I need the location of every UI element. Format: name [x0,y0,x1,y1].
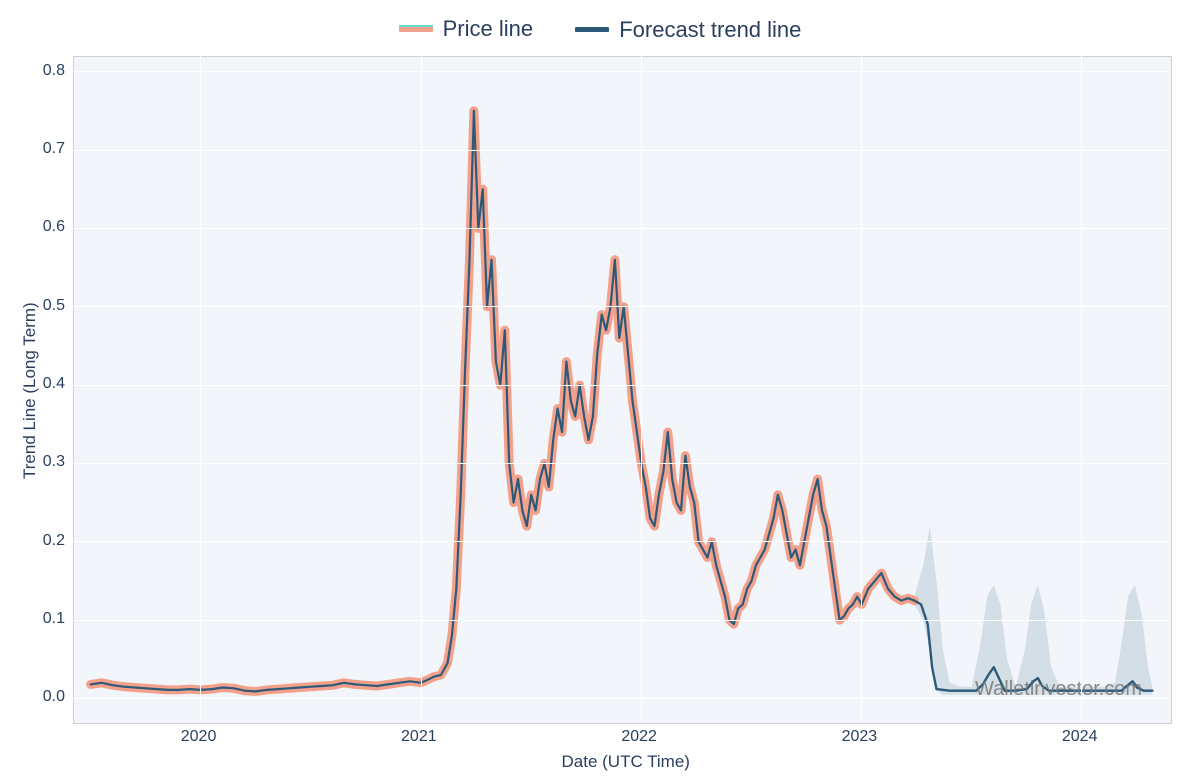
chart-svg [0,0,1200,777]
x-gridline [200,56,201,722]
x-gridline [421,56,422,722]
price-line-halo [91,111,915,692]
x-gridline [641,56,642,722]
y-tick-label: 0.3 [43,453,65,471]
y-gridline [73,385,1170,386]
y-gridline [73,306,1170,307]
x-gridline [1081,56,1082,722]
x-tick-label: 2020 [181,728,217,746]
price-line [91,111,915,692]
x-tick-label: 2021 [401,728,437,746]
y-axis-title: Trend Line (Long Term) [20,302,40,479]
x-gridline [861,56,862,722]
y-tick-label: 0.1 [43,610,65,628]
y-tick-label: 0.2 [43,532,65,550]
y-tick-label: 0.5 [43,297,65,315]
y-tick-label: 0.0 [43,688,65,706]
y-gridline [73,541,1170,542]
y-gridline [73,698,1170,699]
y-tick-label: 0.8 [43,62,65,80]
y-tick-label: 0.4 [43,375,65,393]
y-gridline [73,71,1170,72]
y-gridline [73,150,1170,151]
x-tick-label: 2024 [1062,728,1098,746]
x-axis-title: Date (UTC Time) [562,752,690,772]
x-tick-label: 2023 [842,728,878,746]
y-gridline [73,228,1170,229]
y-tick-label: 0.6 [43,218,65,236]
y-tick-label: 0.7 [43,140,65,158]
y-gridline [73,463,1170,464]
y-gridline [73,620,1170,621]
chart-container: Price line Forecast trend line Trend Lin… [0,0,1200,777]
x-tick-label: 2022 [621,728,657,746]
forecast-confidence-band [914,526,1152,694]
